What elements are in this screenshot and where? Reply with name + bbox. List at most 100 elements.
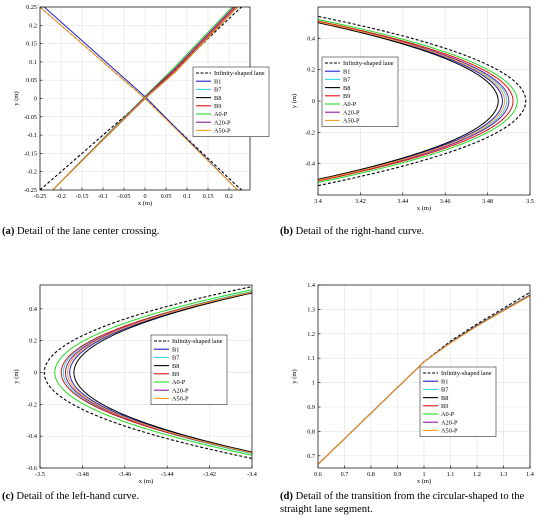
y-tick-label: 1 bbox=[312, 380, 315, 387]
y-tick-label: -0.2 bbox=[27, 401, 37, 408]
legend-label: B9 bbox=[441, 403, 448, 410]
y-tick-label: 0.25 bbox=[26, 4, 37, 11]
x-tick-label: 3.4 bbox=[314, 198, 322, 205]
x-tick-label: 1.1 bbox=[447, 471, 455, 478]
caption-d-text: Detail of the transition from the circul… bbox=[280, 491, 524, 515]
legend-box bbox=[193, 67, 269, 137]
x-tick-label: -3.46 bbox=[118, 471, 131, 478]
y-tick-label: -0.4 bbox=[27, 433, 37, 440]
x-tick-label: 3.44 bbox=[397, 198, 408, 205]
x-axis-label: x (m) bbox=[417, 478, 431, 485]
legend-label: Infinity-shaped lane bbox=[172, 338, 223, 345]
legend-label: A0-P bbox=[214, 111, 228, 118]
legend-label: A20-P bbox=[172, 387, 189, 394]
y-axis-label: y (m) bbox=[13, 369, 20, 383]
legend-label: A0-P bbox=[172, 379, 186, 386]
x-tick-label: 0.1 bbox=[183, 193, 191, 200]
legend-label: Infinity-shaped lane bbox=[441, 370, 492, 377]
y-tick-label: 0.2 bbox=[307, 67, 315, 74]
x-tick-label: 0.2 bbox=[225, 193, 233, 200]
caption-c: (c) Detail of the left-hand curve. bbox=[2, 490, 264, 503]
x-axis-label: x (m) bbox=[417, 205, 431, 212]
caption-a-letter: (a) bbox=[2, 226, 14, 237]
y-tick-label: 0.05 bbox=[26, 77, 37, 84]
legend-label: B7 bbox=[441, 387, 448, 394]
y-tick-label: 0.1 bbox=[29, 59, 37, 66]
x-tick-label: 0.7 bbox=[341, 471, 349, 478]
y-tick-label: 1.3 bbox=[307, 306, 315, 313]
legend-label: A50-P bbox=[343, 118, 360, 125]
x-tick-label: -3.44 bbox=[161, 471, 174, 478]
chart-d: 0.6 0.7 0.8 0.9 1 1.1 1.2 1.3 1.4 1.4 1.3 1.2 1.1 1 0.… bbox=[291, 282, 534, 485]
caption-c-letter: (c) bbox=[2, 491, 14, 502]
caption-a: (a) Detail of the lane center crossing. bbox=[2, 225, 264, 238]
legend-label: A20-P bbox=[343, 109, 360, 116]
legend-box bbox=[420, 367, 496, 437]
y-tick-label: 0.7 bbox=[307, 453, 315, 460]
x-tick-label: 0.05 bbox=[161, 193, 172, 200]
x-tick-label: -0.15 bbox=[76, 193, 89, 200]
legend-label: B9 bbox=[343, 93, 350, 100]
x-tick-label: 3.48 bbox=[482, 198, 493, 205]
legend-label: B8 bbox=[343, 85, 350, 92]
caption-d: (d) Detail of the transition from the ci… bbox=[280, 490, 548, 516]
caption-b: (b) Detail of the right-hand curve. bbox=[280, 225, 548, 238]
y-tick-label: 0.4 bbox=[307, 35, 315, 42]
x-tick-label: 0.8 bbox=[367, 471, 375, 478]
x-tick-label: -3.48 bbox=[76, 471, 89, 478]
caption-b-letter: (b) bbox=[280, 226, 293, 237]
legend-label: A20-P bbox=[441, 419, 458, 426]
caption-a-text: Detail of the lane center crossing. bbox=[17, 226, 159, 237]
legend-label: B1 bbox=[343, 68, 350, 75]
x-tick-label: 0.15 bbox=[203, 193, 214, 200]
y-tick-label: -0.25 bbox=[24, 187, 37, 194]
x-tick-label: -0.2 bbox=[56, 193, 66, 200]
caption-c-text: Detail of the left-hand curve. bbox=[16, 491, 139, 502]
y-tick-label: -0.6 bbox=[27, 465, 37, 472]
y-tick-label: 1.4 bbox=[307, 282, 315, 289]
chart-c: -3.5 -3.48 -3.46 -3.44 -3.42 -3.4 0.4 0.2 0 -0.2 -… bbox=[13, 271, 378, 485]
legend-label: B1 bbox=[441, 378, 448, 385]
y-tick-label: 0.2 bbox=[29, 22, 37, 29]
x-tick-label: 0.6 bbox=[314, 471, 322, 478]
y-tick-label: 1.1 bbox=[307, 355, 315, 362]
y-tick-label: 0.9 bbox=[307, 404, 315, 411]
y-axis-label: y (m) bbox=[291, 94, 298, 108]
legend-label: A50-P bbox=[172, 396, 189, 403]
y-tick-label: -0.2 bbox=[27, 169, 37, 176]
legend-box bbox=[151, 335, 227, 405]
legend-label: B8 bbox=[441, 395, 448, 402]
legend-box bbox=[322, 57, 398, 127]
x-tick-label: 3.5 bbox=[526, 198, 534, 205]
x-tick-label: -3.5 bbox=[35, 471, 45, 478]
y-axis-label: y (m) bbox=[291, 369, 298, 383]
y-tick-label: 0 bbox=[34, 96, 37, 103]
y-tick-label: 0.15 bbox=[26, 41, 37, 48]
legend-label: B1 bbox=[172, 346, 179, 353]
x-tick-label: -3.4 bbox=[247, 471, 257, 478]
x-tick-label: -0.25 bbox=[34, 193, 47, 200]
y-tick-label: 0.4 bbox=[29, 306, 37, 313]
y-tick-label: 0.8 bbox=[307, 428, 315, 435]
legend-label: B7 bbox=[343, 77, 350, 84]
y-tick-label: 0 bbox=[34, 370, 37, 377]
legend-label: Infinity-shaped lane bbox=[214, 70, 265, 77]
y-axis-label: y (m) bbox=[13, 91, 20, 105]
x-tick-label: 1.3 bbox=[500, 471, 508, 478]
legend-label: B8 bbox=[172, 363, 179, 370]
legend-label: B7 bbox=[214, 87, 221, 94]
y-tick-label: -0.15 bbox=[24, 150, 37, 157]
y-tick-label: -0.4 bbox=[305, 161, 315, 168]
x-tick-label: 3.46 bbox=[440, 198, 451, 205]
legend-label: B1 bbox=[214, 78, 221, 85]
caption-b-text: Detail of the right-hand curve. bbox=[296, 226, 425, 237]
y-tick-label: 0.2 bbox=[29, 338, 37, 345]
x-axis-label: x (m) bbox=[139, 478, 153, 485]
legend-label: Infinity-shaped lane bbox=[343, 60, 394, 67]
x-tick-label: 1.2 bbox=[473, 471, 481, 478]
